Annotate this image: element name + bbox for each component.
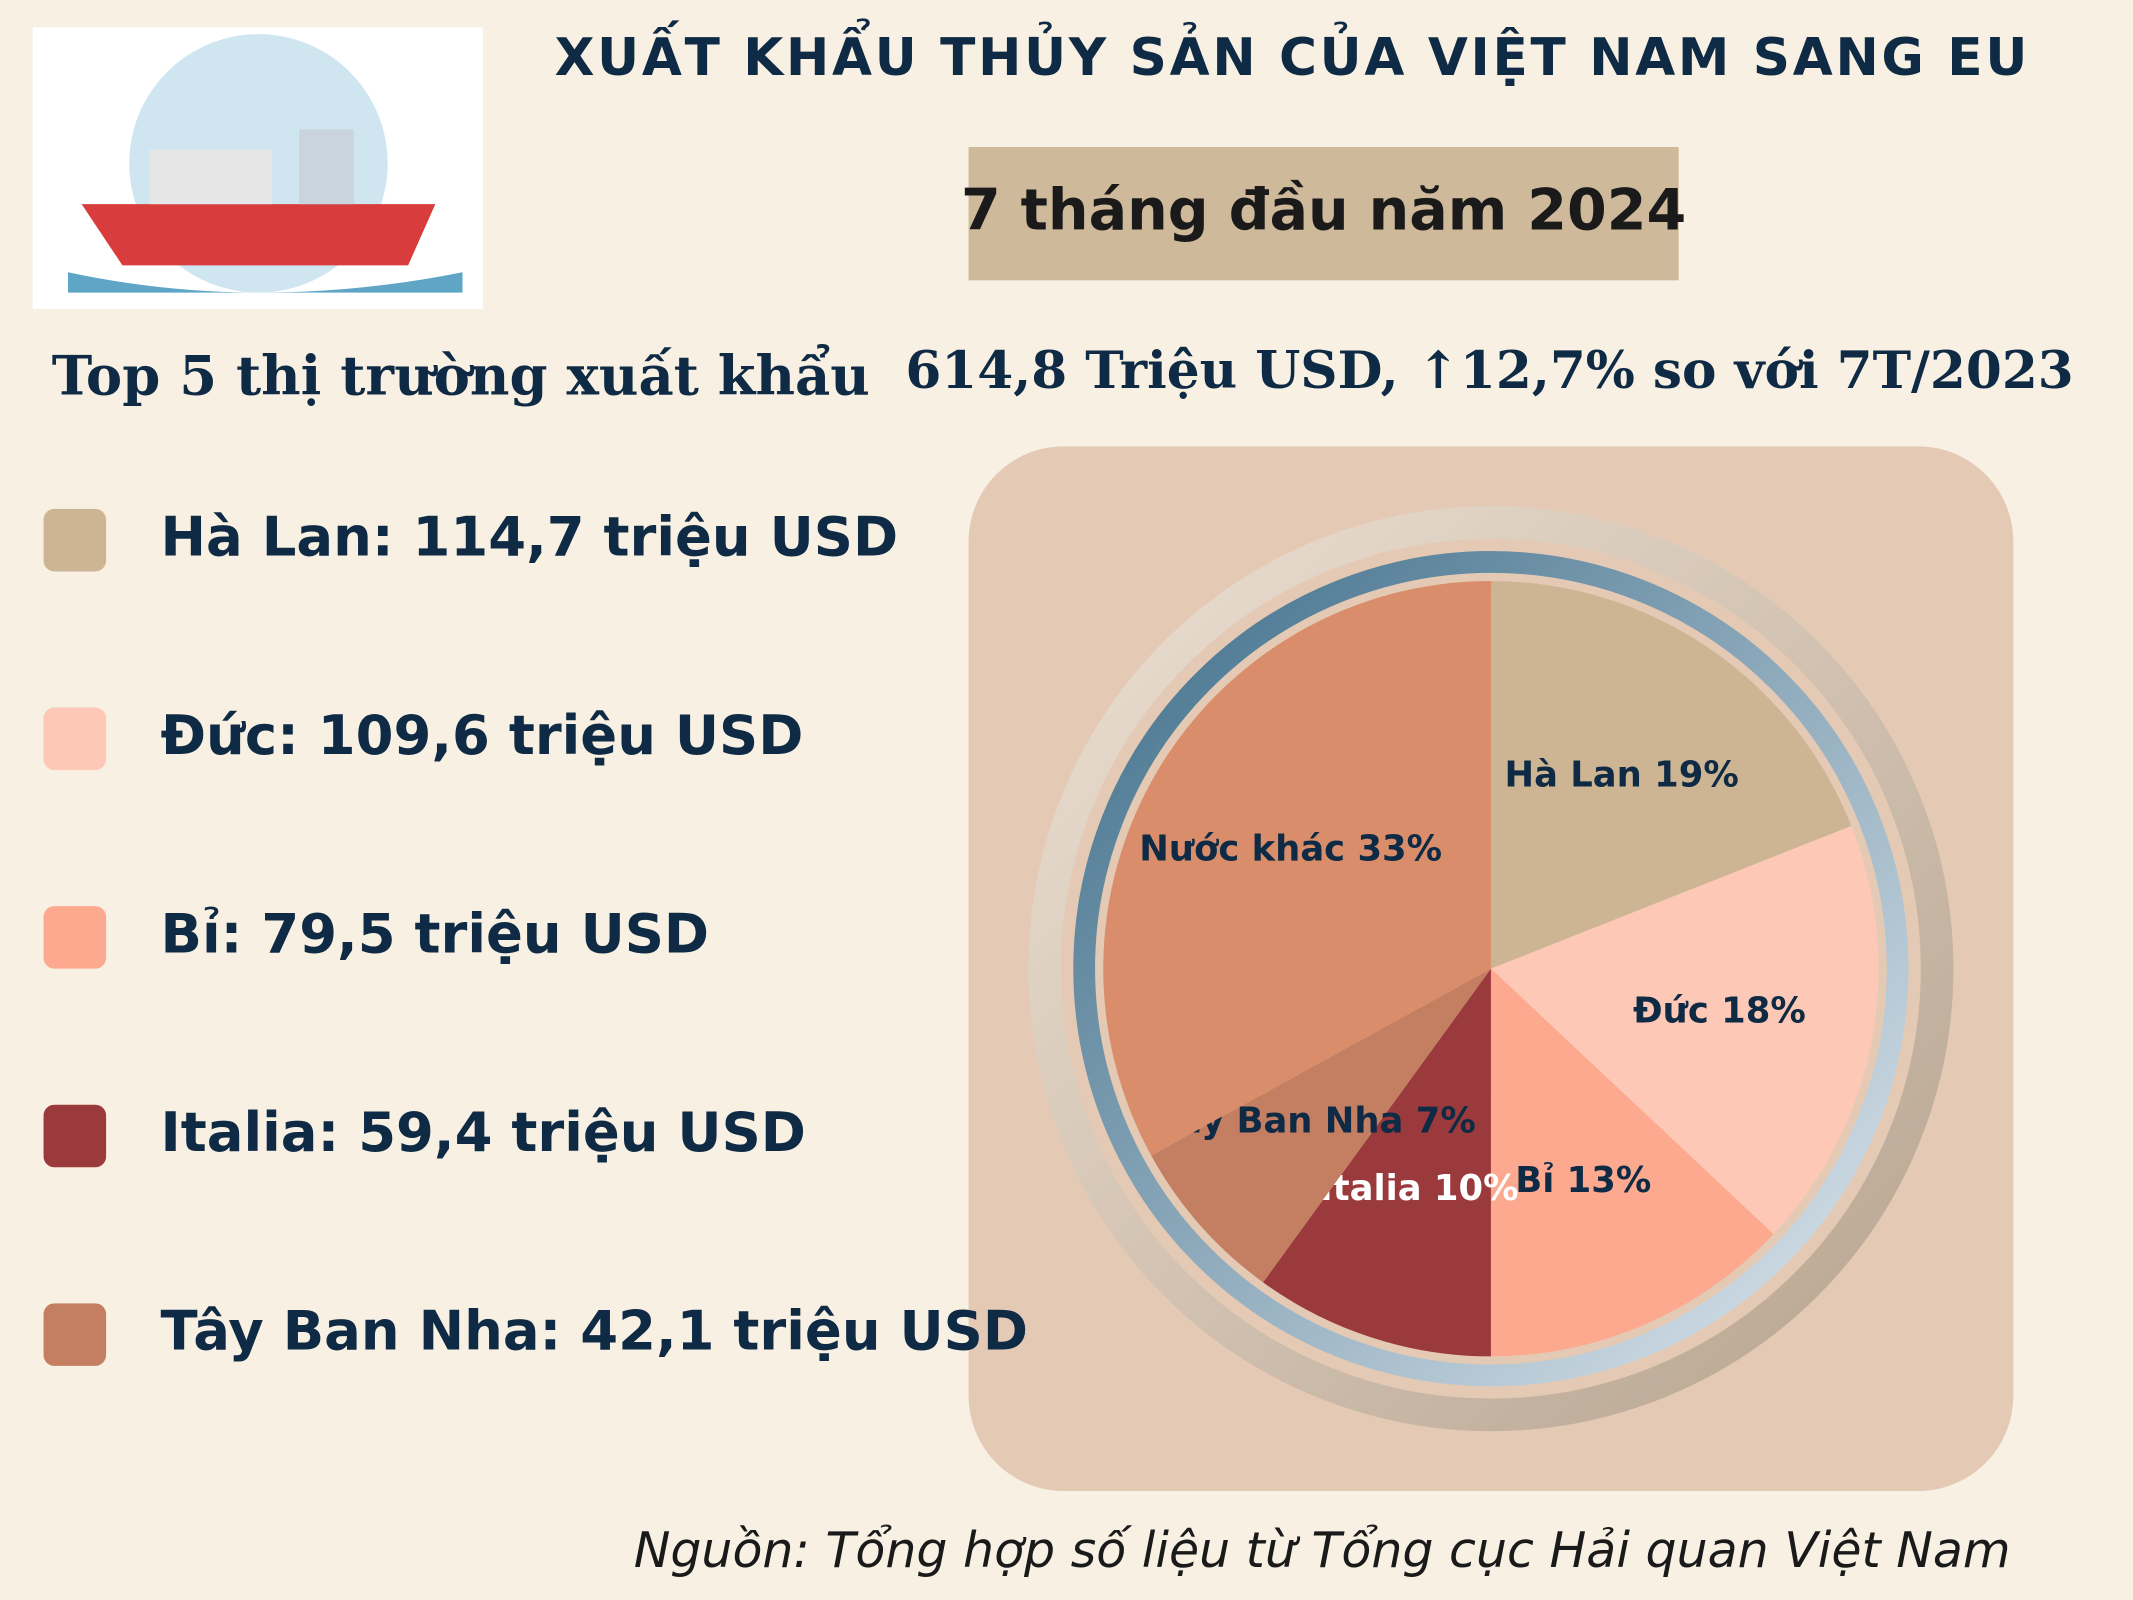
pie-slice [1490,968,1774,1357]
pie-slice [1151,968,1491,1283]
pie-slice [1103,580,1491,1156]
subtitle: 7 tháng đầu năm 2024 [961,177,1686,243]
slice-value: 7% [1416,1101,1476,1142]
title: XUẤT KHẨU THỦY SẢN CỦA VIỆT NAM SANG EU [555,18,2030,88]
slice-value: 13% [1567,1160,1652,1201]
legend-swatch [43,508,107,572]
legend-label: Bỉ: 79,5 triệu USD [161,902,710,966]
slice-label: Nước khác 33% [1139,828,1442,869]
pie-slice [1263,968,1491,1357]
pie-slice [1490,580,1852,969]
legend-swatch [43,1303,107,1366]
legend-swatch [43,1104,107,1168]
slice-label: Hà Lan 19% [1505,754,1739,795]
legend-swatch [43,906,107,969]
pie-slice [1490,825,1879,1235]
slice-value: 33% [1357,828,1442,869]
slice-category: Đức [1633,990,1709,1031]
pie: Hà Lan 19%Đức 18%Bỉ 13%Italia 10%Tây Ban… [1103,580,1879,1357]
annotation: 614,8 Triệu USD, ↑12,7% so với 7T/2023 [905,340,2073,401]
legend-label: Đức: 109,6 triệu USD [161,703,804,767]
slice-category: Bỉ [1515,1160,1554,1201]
legend-label: Tây Ban Nha: 42,1 triệu USD [161,1299,1029,1363]
slice-value: 19% [1654,754,1739,795]
legend-label: Italia: 59,4 triệu USD [161,1100,806,1164]
source: Nguồn: Tổng hợp số liệu từ Tổng cục Hải … [634,1522,2011,1579]
outer-ring [1028,506,1954,1432]
legend: Hà Lan: 114,7 triệu USD Đức: 109,6 triệu … [43,504,1029,1366]
slice-label: Đức 18% [1633,990,1806,1031]
illustration [32,27,483,309]
subtitle-box [968,147,1679,281]
slice-category: Hà Lan [1505,754,1642,795]
slice-value: 18% [1721,990,1806,1031]
slice-label: Bỉ 13% [1515,1160,1651,1201]
slice-category: Nước khác [1139,828,1345,869]
slice-value: 10% [1434,1168,1519,1209]
slice-label: Italia 10% [1320,1168,1519,1209]
legend-swatch [43,707,107,771]
legend-title: Top 5 thị trường xuất khẩu [52,344,870,408]
inner-ring [1073,551,1909,1387]
legend-label: Hà Lan: 114,7 triệu USD [161,504,899,568]
